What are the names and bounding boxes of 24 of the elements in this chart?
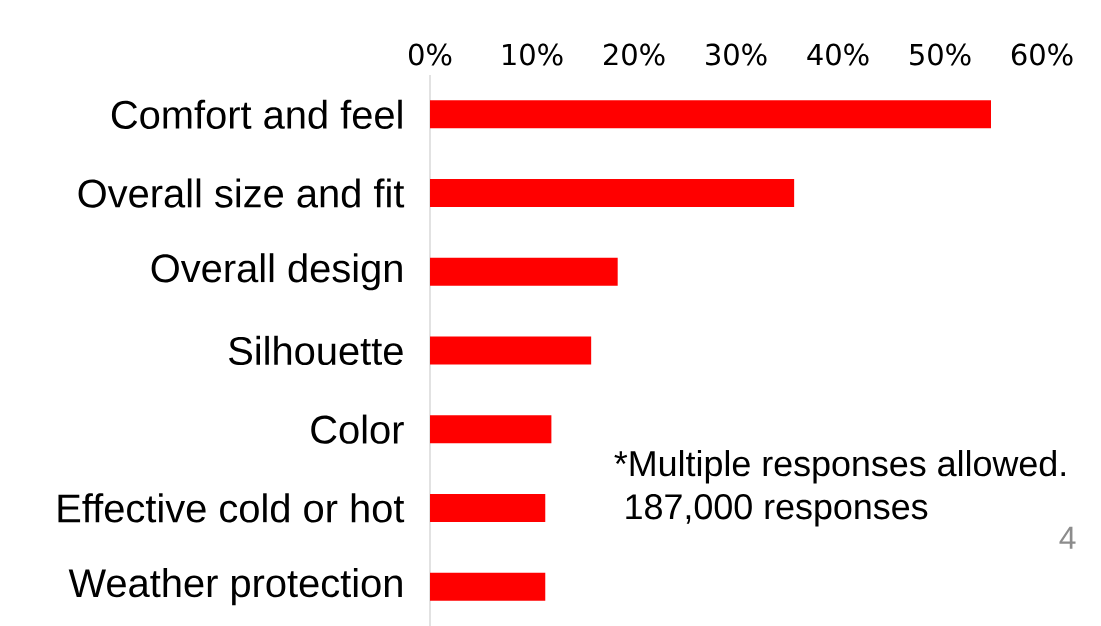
x-tick-label: 40% [807,43,869,66]
y-tick-label: Weather protection [68,568,402,606]
bar [430,572,546,601]
y-tick-label: Overall design [151,253,402,291]
y-tick-label: Silhouette [229,335,403,366]
annotation: *Multiple responses allowed. [614,450,1065,484]
x-tick-label: 10% [503,43,563,66]
bar [430,415,552,444]
x-tick-label: 30% [706,43,767,66]
annotation: 187,000 responses [626,494,928,527]
bar [430,100,991,129]
y-tick-label: Color [311,414,404,444]
bar [430,257,618,286]
x-tick-label: 20% [604,43,665,66]
y-tick-label: Effective cold or hot [58,493,405,523]
y-tick-label: Overall size and fit [78,178,405,208]
bar [430,179,795,208]
x-tick-label: 50% [910,43,971,66]
text: 4 [1059,526,1076,549]
bar [430,493,546,522]
bar [430,336,592,365]
x-tick-label: 60% [1011,43,1073,66]
x-tick-label: 0% [409,43,452,66]
y-tick-label: Comfort and feel [111,99,402,129]
